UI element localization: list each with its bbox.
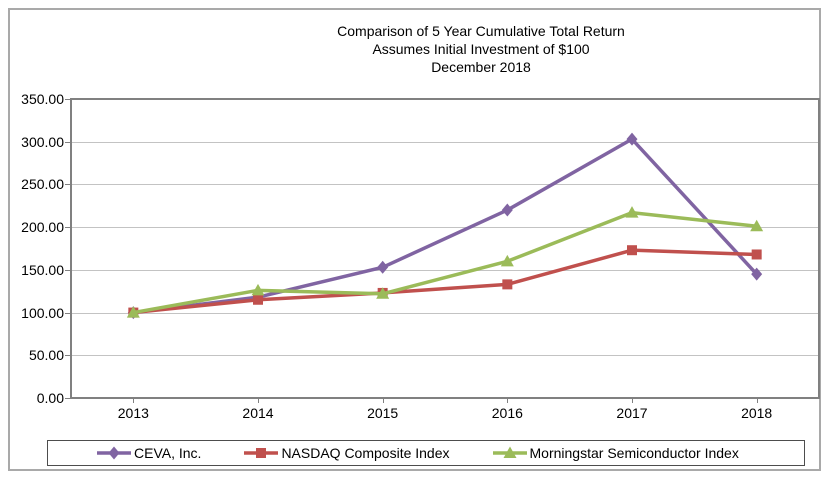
- x-axis-tick-label: 2013: [117, 405, 149, 421]
- data-point-morningstar-semiconductor-index: [750, 219, 764, 232]
- plot-border: [70, 98, 820, 399]
- y-axis-tick-label: 100.00: [21, 304, 64, 321]
- series-line-morningstar-semiconductor-index: [133, 210, 757, 315]
- x-axis-tick-label: 2016: [491, 405, 523, 421]
- chart-title-line3: December 2018: [431, 59, 531, 75]
- data-point-morningstar-semiconductor-index: [500, 254, 514, 267]
- y-axis-tick-label: 0.00: [36, 390, 64, 406]
- y-axis-tick-label: 300.00: [21, 133, 64, 150]
- y-axis-tick-label: 250.00: [21, 176, 64, 193]
- legend-label-nasdaq-composite-index: NASDAQ Composite Index: [281, 445, 450, 461]
- data-point-morningstar-semiconductor-index: [376, 287, 390, 299]
- data-point-nasdaq-composite-index: [627, 245, 637, 256]
- x-axis-tick-label: 2017: [616, 405, 648, 421]
- square-marker-icon: [244, 448, 279, 458]
- data-point-morningstar-semiconductor-index: [251, 283, 265, 296]
- data-point-nasdaq-composite-index: [253, 294, 263, 305]
- legend-label-ceva-inc: CEVA, Inc.: [134, 445, 202, 461]
- series-line-ceva-inc: [133, 137, 758, 315]
- x-axis-tick-label: 2014: [242, 405, 274, 421]
- y-axis-tick-label: 50.00: [28, 347, 64, 364]
- diamond-marker-icon: [97, 446, 131, 460]
- chart-title-line1: Comparison of 5 Year Cumulative Total Re…: [337, 23, 625, 39]
- data-point-nasdaq-composite-index: [751, 249, 762, 260]
- y-axis-tick-label: 350.00: [21, 91, 64, 107]
- legend: CEVA, Inc. NASDAQ Composite Index Mornings…: [47, 440, 805, 466]
- legend-item-ceva-inc: CEVA, Inc.: [96, 445, 201, 461]
- series-line-nasdaq-composite-index: [133, 248, 757, 315]
- x-axis-tick-label: 2015: [367, 405, 399, 421]
- chart-title-block: Comparison of 5 Year Cumulative Total Re…: [337, 22, 625, 76]
- triangle-marker-icon: [492, 446, 527, 458]
- data-point-morningstar-semiconductor-index: [625, 206, 639, 218]
- chart-outer-frame: [8, 8, 821, 471]
- legend-item-morningstar-semiconductor-index: Morningstar Semiconductor Index: [492, 445, 739, 461]
- data-point-ceva-inc: [626, 132, 638, 146]
- data-point-ceva-inc: [377, 260, 389, 274]
- legend-label-morningstar-semiconductor-index: Morningstar Semiconductor Index: [529, 445, 739, 461]
- chart-title-line2: Assumes Initial Investment of $100: [372, 41, 590, 57]
- legend-item-nasdaq-composite-index: NASDAQ Composite Index: [243, 445, 450, 461]
- data-point-ceva-inc: [751, 267, 763, 281]
- data-point-ceva-inc: [501, 203, 513, 217]
- data-point-nasdaq-composite-index: [502, 279, 513, 290]
- y-axis-tick-label: 200.00: [21, 219, 64, 236]
- x-axis-tick-label: 2018: [741, 405, 773, 421]
- y-axis-tick-label: 150.00: [21, 261, 64, 278]
- data-point-morningstar-semiconductor-index: [126, 306, 140, 318]
